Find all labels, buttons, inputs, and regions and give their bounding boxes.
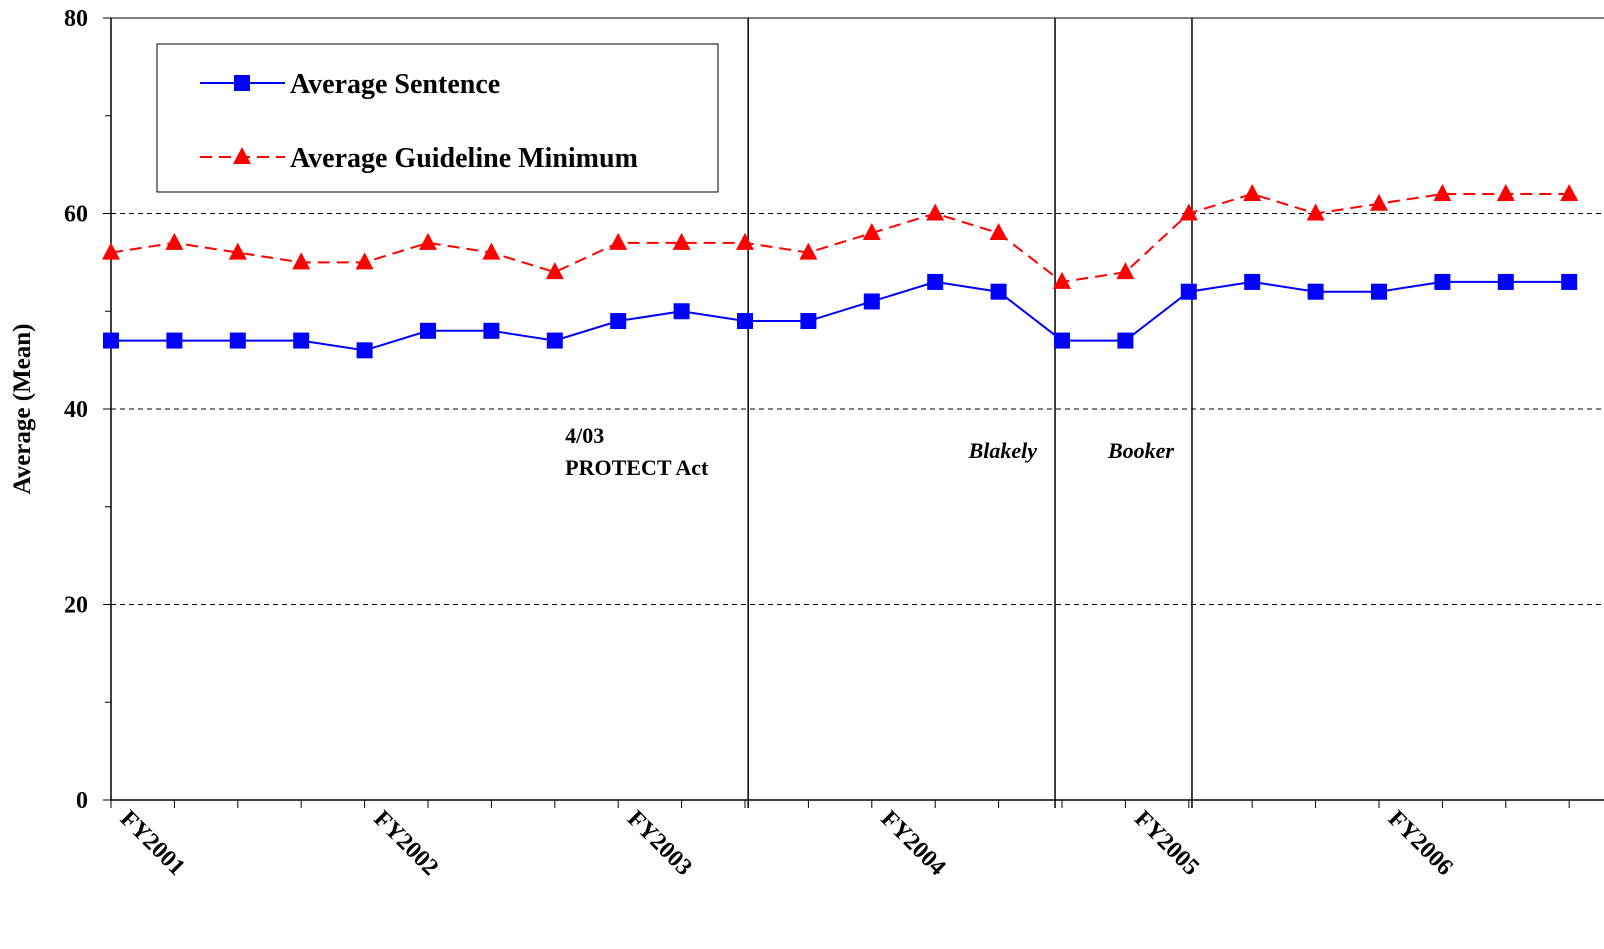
marker — [1371, 283, 1387, 300]
marker — [926, 203, 945, 221]
marker — [229, 332, 246, 349]
marker — [610, 313, 627, 330]
legend-box — [156, 43, 719, 193]
marker — [990, 283, 1007, 300]
marker — [1117, 332, 1134, 349]
y-tick-label: 20 — [64, 593, 88, 619]
marker — [166, 332, 183, 349]
marker — [102, 242, 120, 260]
marker — [672, 232, 691, 250]
marker — [1497, 273, 1514, 290]
y-tick-label: 80 — [64, 6, 88, 32]
marker — [482, 242, 501, 260]
marker — [609, 232, 628, 250]
marker — [1307, 283, 1324, 300]
marker — [1496, 183, 1515, 201]
marker — [228, 242, 247, 260]
marker — [292, 252, 311, 270]
marker — [927, 273, 944, 290]
marker — [355, 252, 374, 270]
marker — [545, 262, 564, 280]
marker — [1054, 332, 1070, 349]
marker — [356, 342, 373, 359]
x-tick-label: FY2006 — [1383, 806, 1458, 881]
marker — [800, 313, 817, 330]
marker — [1560, 183, 1579, 201]
marker — [863, 293, 880, 310]
annotation: PROTECT Act — [565, 455, 709, 480]
marker — [546, 332, 563, 349]
marker — [1370, 193, 1388, 211]
marker — [799, 242, 818, 260]
marker — [483, 322, 500, 339]
marker — [1244, 273, 1261, 290]
marker — [989, 223, 1008, 241]
marker — [1053, 271, 1071, 289]
annotation: Booker — [1107, 438, 1174, 463]
legend-label: Average Sentence — [290, 69, 500, 100]
marker — [103, 332, 119, 349]
x-tick-label: FY2001 — [115, 806, 190, 881]
marker — [862, 223, 881, 241]
marker — [1434, 273, 1451, 290]
x-tick-label: FY2005 — [1129, 806, 1204, 881]
marker — [1433, 183, 1452, 201]
marker — [737, 313, 753, 330]
marker — [1116, 262, 1135, 280]
annotation: Blakely — [968, 438, 1038, 463]
y-tick-label: 0 — [76, 788, 88, 814]
marker — [673, 303, 690, 320]
marker — [293, 332, 310, 349]
y-axis-label: Average (Mean) — [9, 324, 36, 495]
marker — [736, 232, 754, 250]
annotation: 4/03 — [565, 423, 604, 448]
y-tick-label: 60 — [64, 202, 88, 228]
marker — [1561, 273, 1578, 290]
marker — [165, 232, 184, 250]
marker — [1180, 283, 1197, 300]
legend-label: Average Guideline Minimum — [290, 143, 638, 174]
marker — [234, 75, 250, 91]
x-tick-label: FY2002 — [368, 806, 443, 881]
marker — [1179, 203, 1198, 221]
marker — [419, 232, 437, 250]
marker — [420, 322, 436, 339]
marker — [1306, 203, 1325, 221]
x-tick-label: FY2003 — [622, 806, 697, 881]
y-tick-label: 40 — [64, 397, 88, 423]
marker — [233, 147, 251, 164]
series-line — [111, 280, 1570, 352]
x-tick-label: FY2004 — [876, 806, 951, 881]
marker — [1243, 183, 1262, 201]
series-line — [110, 192, 1570, 283]
